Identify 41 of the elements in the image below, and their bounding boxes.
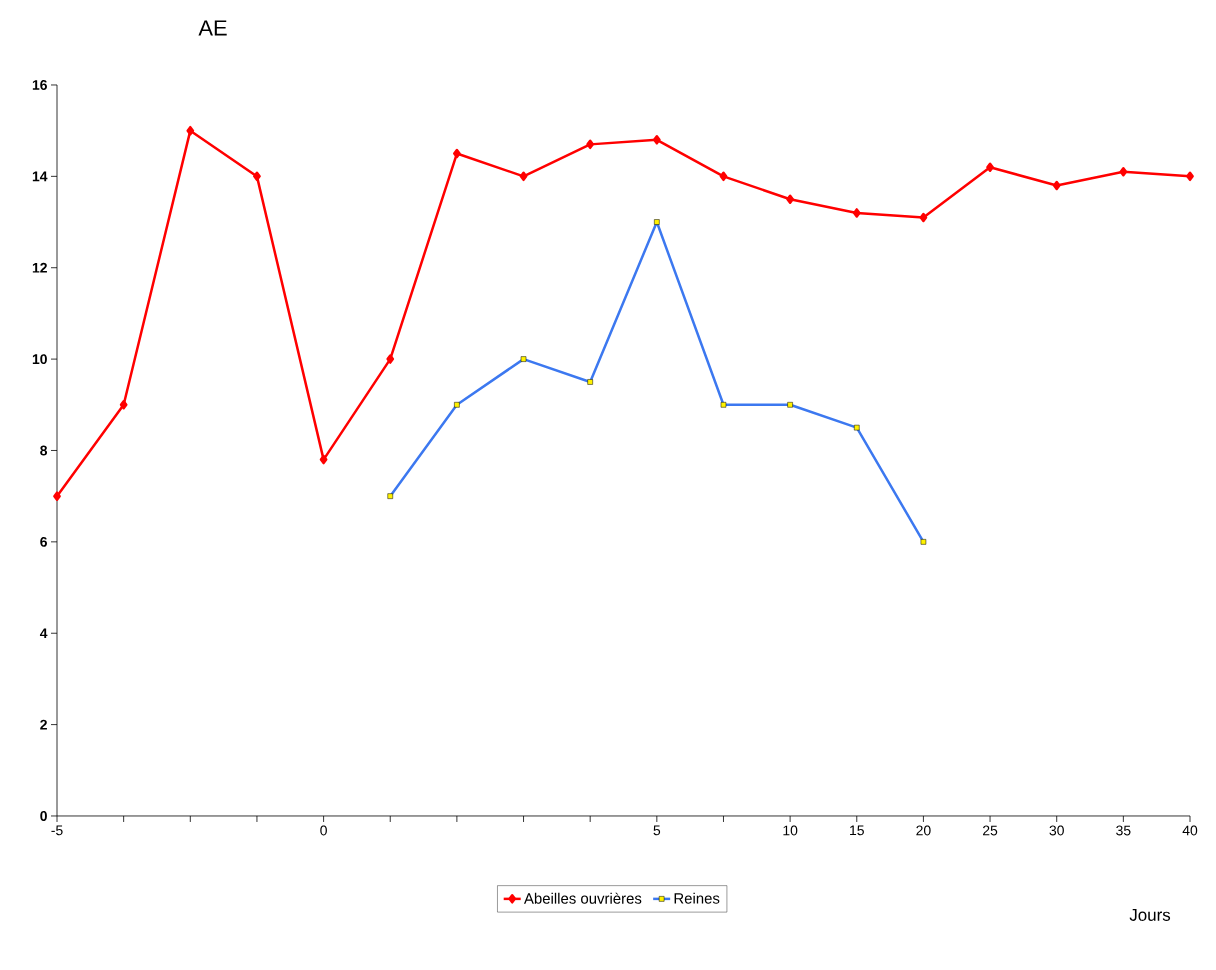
- x-tick-label: 25: [983, 825, 998, 836]
- point: [852, 208, 861, 218]
- point: [119, 400, 128, 410]
- point: [652, 135, 661, 145]
- x-tick-label: 40: [1182, 825, 1198, 836]
- y-tick-label: 4: [39, 628, 48, 639]
- point: [253, 171, 261, 182]
- x-tick-label: -5: [51, 825, 63, 836]
- y-tick-label: 12: [32, 262, 47, 273]
- legend-label: Abeilles ouvrières: [523, 892, 642, 904]
- point: [453, 148, 461, 159]
- y-tick-label: 2: [40, 719, 47, 730]
- x-tick-label: 0: [320, 825, 327, 836]
- x-tick-label: 5: [653, 825, 661, 836]
- x-tick-label: 35: [1116, 825, 1131, 836]
- x-tick-label: 20: [916, 825, 931, 836]
- point: [919, 212, 928, 223]
- x-tick-label: 10: [783, 825, 798, 836]
- point: [586, 139, 595, 150]
- y-tick-label: 8: [40, 445, 48, 456]
- point: [386, 354, 395, 364]
- y-tick-label: 10: [32, 354, 47, 365]
- y-tick-label: 6: [40, 536, 47, 547]
- point: [1119, 167, 1128, 177]
- x-tick-label: 30: [1049, 825, 1064, 836]
- point: [519, 171, 528, 182]
- y-tick-label: 0: [40, 811, 47, 821]
- x-tick-label: 15: [850, 825, 864, 836]
- y-tick-label: 14: [32, 171, 48, 182]
- point: [319, 454, 328, 465]
- point: [1186, 171, 1194, 182]
- legend-label: Reines: [674, 892, 720, 904]
- point: [1052, 180, 1061, 191]
- point: [53, 491, 61, 501]
- y-tick-label: 16: [32, 80, 47, 90]
- x-axis-title: Jours: [1129, 909, 1171, 921]
- point: [719, 171, 728, 182]
- point: [186, 125, 195, 136]
- point: [986, 162, 994, 172]
- point: [786, 194, 794, 204]
- y-axis-title: AE: [198, 20, 227, 36]
